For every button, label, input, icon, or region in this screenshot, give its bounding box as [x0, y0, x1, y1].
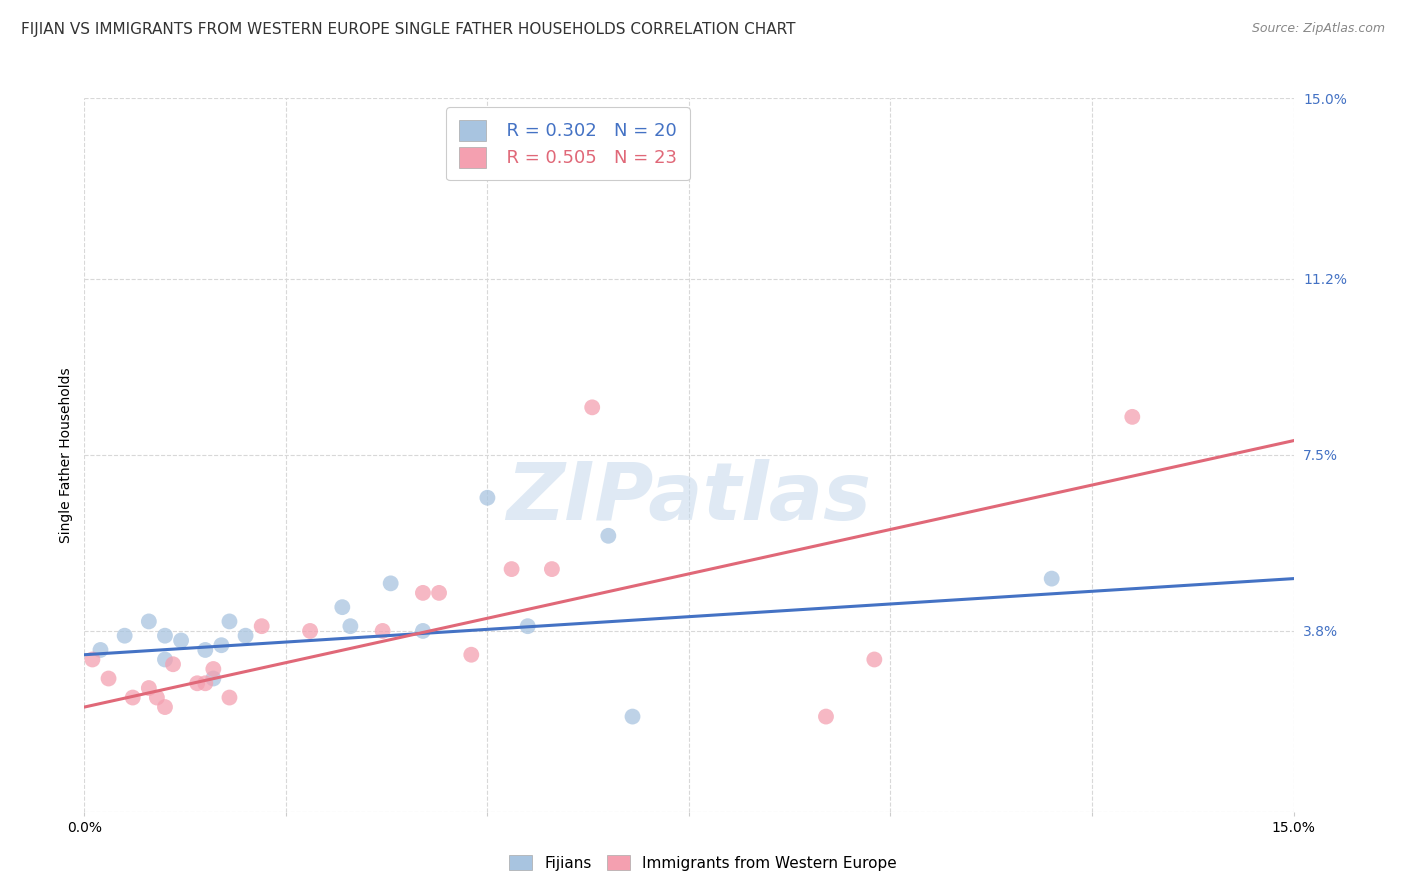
Legend:   R = 0.302   N = 20,   R = 0.505   N = 23: R = 0.302 N = 20, R = 0.505 N = 23 [446, 107, 690, 180]
Point [194, 643, 217, 657]
Point [121, 690, 143, 705]
Point [598, 529, 620, 543]
Point [541, 562, 564, 576]
Point [477, 491, 499, 505]
Point [97, 672, 120, 686]
Point [1040, 572, 1063, 586]
Point [138, 681, 160, 695]
Point [371, 624, 394, 638]
Point [250, 619, 273, 633]
Point [501, 562, 523, 576]
Point [153, 629, 176, 643]
Point [202, 662, 225, 676]
Text: ZIPatlas: ZIPatlas [506, 458, 872, 537]
Point [516, 619, 538, 633]
Point [153, 700, 176, 714]
Text: FIJIAN VS IMMIGRANTS FROM WESTERN EUROPE SINGLE FATHER HOUSEHOLDS CORRELATION CH: FIJIAN VS IMMIGRANTS FROM WESTERN EUROPE… [21, 22, 796, 37]
Point [82, 652, 104, 666]
Text: Source: ZipAtlas.com: Source: ZipAtlas.com [1251, 22, 1385, 36]
Point [330, 600, 353, 615]
Point [209, 638, 232, 652]
Point [460, 648, 482, 662]
Point [162, 657, 184, 672]
Point [202, 672, 225, 686]
Point [218, 690, 240, 705]
Point [814, 709, 837, 723]
Point [89, 643, 111, 657]
Point [186, 676, 208, 690]
Point [412, 586, 434, 600]
Point [146, 690, 169, 705]
Point [170, 633, 193, 648]
Point [427, 586, 450, 600]
Y-axis label: Single Father Households: Single Father Households [59, 368, 73, 542]
Point [581, 401, 603, 415]
Point [235, 629, 257, 643]
Point [153, 652, 176, 666]
Point [412, 624, 434, 638]
Legend: Fijians, Immigrants from Western Europe: Fijians, Immigrants from Western Europe [501, 846, 905, 880]
Point [299, 624, 322, 638]
Point [621, 709, 644, 723]
Point [380, 576, 402, 591]
Point [194, 676, 217, 690]
Point [138, 615, 160, 629]
Point [1121, 409, 1143, 424]
Point [339, 619, 361, 633]
Point [863, 652, 886, 666]
Point [218, 615, 240, 629]
Point [114, 629, 136, 643]
